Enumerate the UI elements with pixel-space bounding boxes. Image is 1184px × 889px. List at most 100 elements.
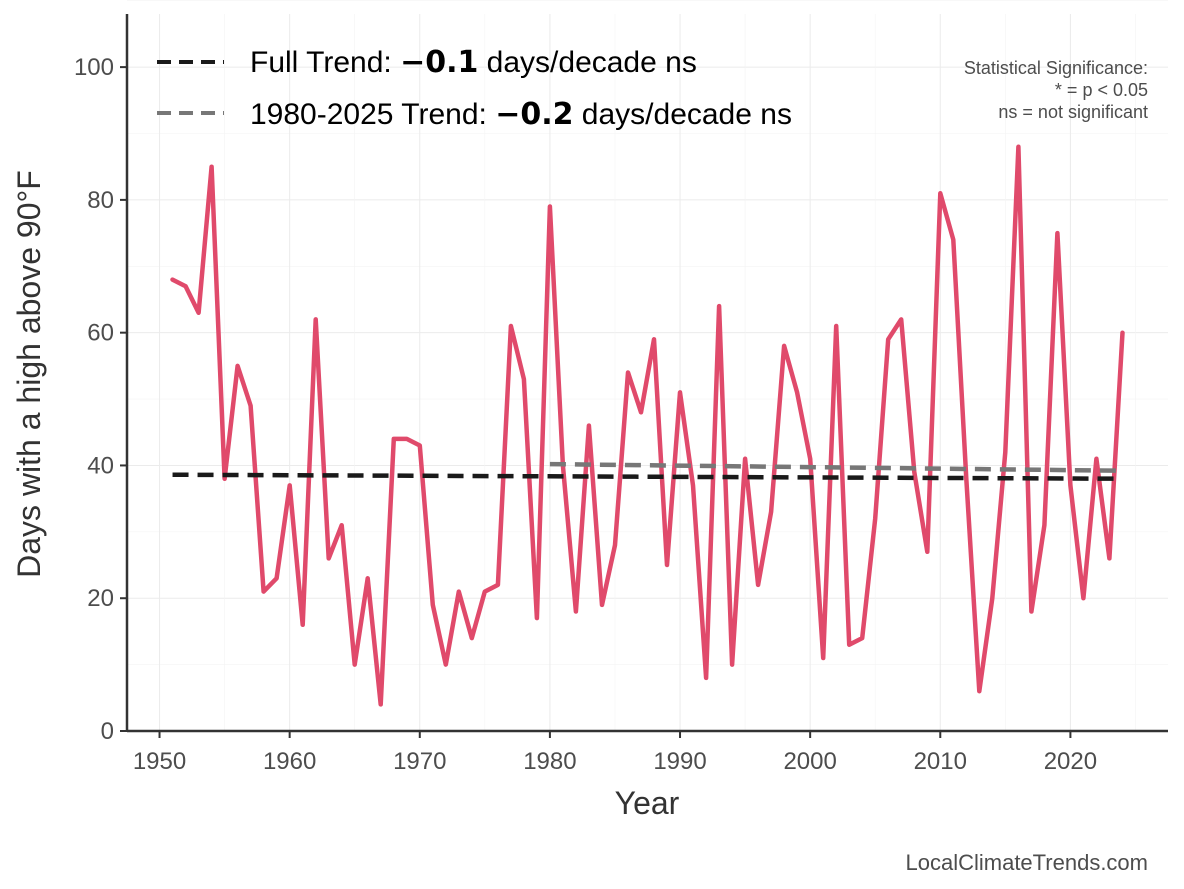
y-tick-label-0: 0 [101,718,114,745]
data-point-1982 [575,610,577,613]
data-point-1965 [353,663,356,666]
data-point-2019 [1056,232,1059,234]
data-point-2022 [1095,458,1098,460]
data-point-1996 [757,584,759,586]
data-point-1953 [197,311,200,314]
y-tick-label-80: 80 [87,187,114,214]
data-point-1991 [692,484,694,487]
data-point-1963 [327,557,330,560]
data-point-2007 [900,318,903,321]
data-point-1999 [796,391,798,394]
data-point-1997 [770,511,772,513]
data-point-1989 [666,564,668,566]
data-point-2009 [926,550,929,553]
data-point-1993 [718,305,720,307]
data-series [170,144,1125,707]
data-point-2020 [1069,484,1072,487]
x-axis-ticks: 1950 1960 1970 1980 1990 2000 2010 2020 [133,731,1097,775]
significance-line-2: * = p < 0.05 [1055,80,1148,100]
data-point-1955 [223,477,226,480]
data-point-1966 [366,577,369,580]
data-point-1979 [536,617,538,619]
gridlines [127,0,1168,732]
series-line-0 [170,144,1125,707]
data-point-2012 [965,477,968,480]
significance-line-3: ns = not significant [998,102,1148,122]
data-point-1952 [184,285,187,287]
data-point-2002 [835,325,837,327]
x-axis-title: Year [615,785,680,821]
data-point-1998 [783,345,785,347]
data-point-2004 [861,637,864,639]
data-point-2005 [874,517,877,520]
data-point-1985 [614,544,616,546]
data-point-1973 [458,590,460,593]
y-axis-title: Days with a high above 90°F [11,170,47,578]
data-point-1956 [236,365,239,367]
x-tick-label-1950: 1950 [133,748,186,775]
data-point-1972 [445,663,447,666]
data-point-2013 [978,690,981,692]
data-point-2000 [809,458,811,460]
x-tick-label-1980: 1980 [523,748,576,775]
data-point-2006 [887,338,890,341]
data-point-1971 [431,604,434,606]
data-point-1974 [471,637,473,639]
y-tick-label-20: 20 [87,585,114,612]
data-point-1986 [627,371,629,374]
x-tick-label-2020: 2020 [1044,748,1097,775]
data-point-1957 [249,404,252,407]
data-point-1964 [340,524,343,526]
data-point-1959 [275,577,278,580]
data-point-1969 [405,438,408,440]
trend-line-0 [172,472,1123,481]
data-point-1984 [601,604,603,606]
data-point-1980 [549,205,551,208]
data-point-2014 [991,597,994,600]
data-point-2001 [822,657,824,659]
data-point-1990 [679,391,681,394]
data-point-1967 [379,703,382,706]
data-point-1962 [314,318,317,321]
x-tick-label-2010: 2010 [914,748,967,775]
x-tick-label-1990: 1990 [653,748,706,775]
data-point-2024 [1121,331,1124,334]
data-point-1992 [705,677,707,679]
trend-line-1 [549,461,1123,474]
data-point-1958 [262,590,265,593]
data-point-2011 [952,238,955,241]
y-axis-ticks: 0 20 40 60 80 100 [74,54,127,745]
x-tick-label-1970: 1970 [393,748,446,775]
data-point-1961 [301,623,304,626]
trend-lines [172,461,1123,481]
data-point-1994 [731,663,733,666]
data-point-2003 [848,643,850,646]
source-credit: LocalClimateTrends.com [906,850,1149,875]
data-point-2021 [1082,597,1085,600]
legend: Full Trend: −0.1 days/decade ns 1980-202… [157,45,792,132]
legend-label-1980-trend: 1980-2025 Trend: −0.2 days/decade ns [250,97,792,132]
data-point-1960 [288,484,291,487]
data-point-1968 [392,438,395,440]
data-point-2018 [1043,524,1046,526]
data-point-1975 [484,590,486,593]
data-point-1951 [171,278,174,281]
y-tick-label-40: 40 [87,452,114,479]
significance-note: Statistical Significance: * = p < 0.05 n… [964,58,1148,122]
data-point-1976 [497,584,499,586]
data-point-2017 [1030,610,1033,613]
legend-label-full-trend: Full Trend: −0.1 days/decade ns [250,45,697,80]
data-point-2008 [913,471,916,473]
data-point-1978 [523,378,525,380]
y-tick-label-60: 60 [87,320,114,347]
data-point-1988 [653,338,655,341]
y-tick-label-100: 100 [74,54,114,81]
data-point-2010 [939,192,942,195]
data-point-2015 [1004,451,1007,453]
data-point-1977 [510,325,512,327]
data-point-1954 [210,165,213,168]
significance-line-1: Statistical Significance: [964,58,1148,78]
data-point-1983 [588,424,590,427]
axes [125,14,1168,733]
data-point-2016 [1017,145,1020,148]
